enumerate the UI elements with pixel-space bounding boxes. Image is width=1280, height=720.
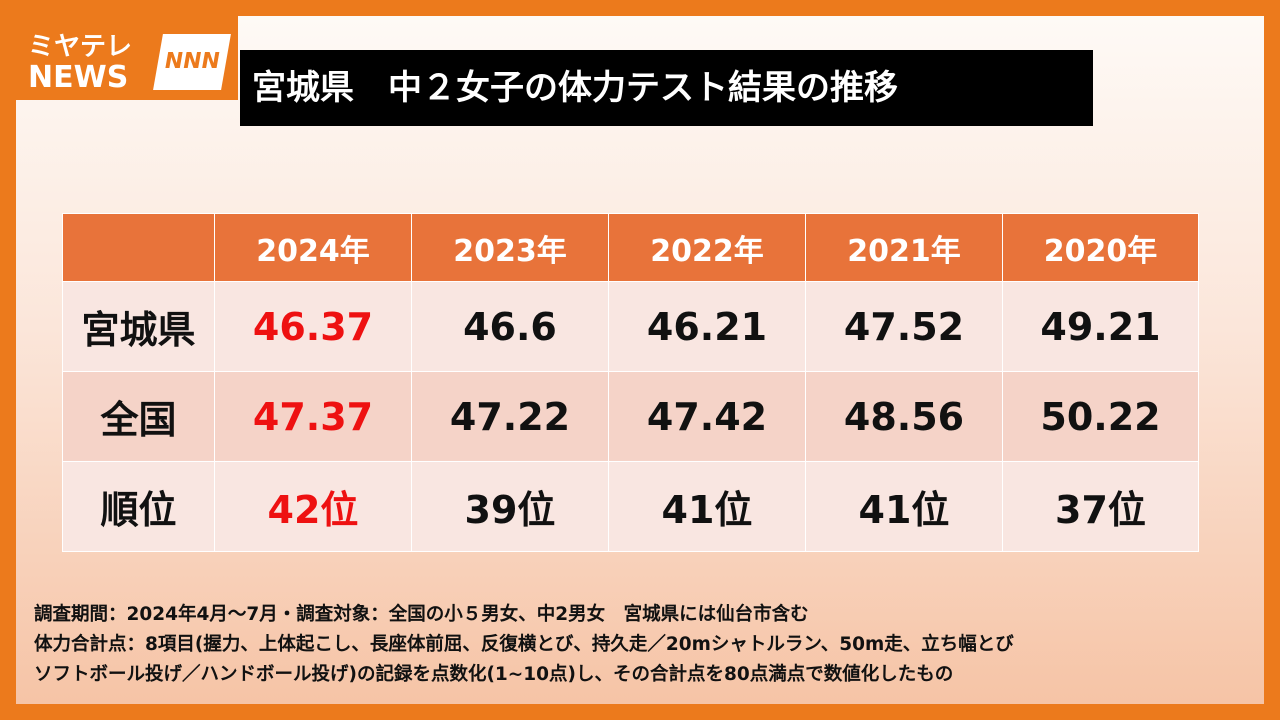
row-label: 宮城県: [62, 281, 215, 372]
table-cell: 46.37: [214, 281, 412, 372]
table-row: 全国 47.37 47.22 47.42 48.56 50.22: [62, 371, 1199, 462]
table-cell: 50.22: [1002, 371, 1199, 462]
table-cell: 47.52: [805, 281, 1003, 372]
header-cell: 2020年: [1002, 213, 1199, 282]
table: 2024年 2023年 2022年 2021年 2020年 宮城県 46.37 46.6 46.…: [62, 213, 1199, 552]
table-cell: 41位: [608, 461, 806, 552]
header-cell: [62, 213, 215, 282]
table-cell: 41位: [805, 461, 1003, 552]
row-label: 全国: [62, 371, 215, 462]
table-cell: 37位: [1002, 461, 1199, 552]
header-cell: 2022年: [608, 213, 806, 282]
note-line: 調査期間：2024年4月～7月・調査対象：全国の小５男女、中2男女 宮城県には仙…: [34, 604, 809, 625]
note-line: ソフトボール投げ／ハンドボール投げ)の記録を点数化(1~10点)し、その合計点を…: [34, 664, 954, 685]
header-cell: 2023年: [411, 213, 609, 282]
table-cell: 47.42: [608, 371, 806, 462]
logo: ミヤテレ NEWS NNN: [16, 16, 238, 100]
title: 宮城県 中２女子の体力テスト結果の推移: [240, 50, 1093, 126]
note-line: 体力合計点：8項目(握力、上体起こし、長座体前屈、反復横とび、持久走／20mシャ…: [34, 634, 1014, 655]
table-cell: 49.21: [1002, 281, 1199, 372]
header-cell: 2021年: [805, 213, 1003, 282]
table-cell: 47.37: [214, 371, 412, 462]
logo-text: NEWS: [28, 60, 129, 95]
table-cell: 46.6: [411, 281, 609, 372]
table-row: 順位 42位 39位 41位 41位 37位: [62, 461, 1199, 552]
table-cell: 48.56: [805, 371, 1003, 462]
row-label: 順位: [62, 461, 215, 552]
header-cell: 2024年: [214, 213, 412, 282]
table-cell: 42位: [214, 461, 412, 552]
header-row: 2024年 2023年 2022年 2021年 2020年: [62, 213, 1199, 282]
notes: 調査期間：2024年4月～7月・調査対象：全国の小５男女、中2男女 宮城県には仙…: [34, 600, 1014, 690]
table-row: 宮城県 46.37 46.6 46.21 47.52 49.21: [62, 281, 1199, 372]
logo-text: ミヤテレ: [28, 32, 133, 62]
logo-mark: NNN: [153, 34, 231, 90]
table-cell: 46.21: [608, 281, 806, 372]
table-cell: 47.22: [411, 371, 609, 462]
table-cell: 39位: [411, 461, 609, 552]
